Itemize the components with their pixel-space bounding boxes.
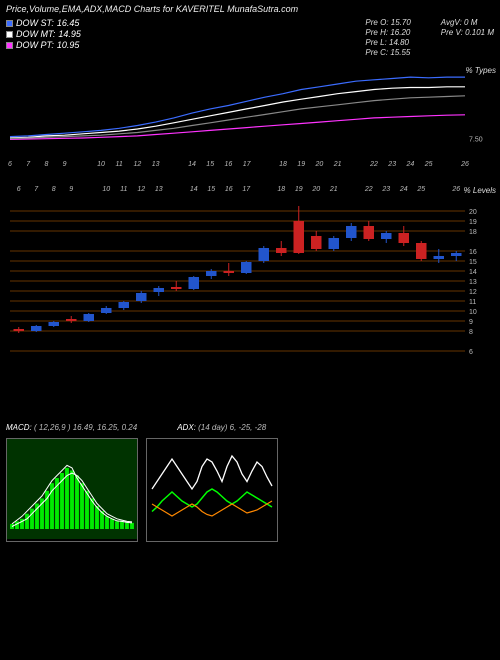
svg-text:12: 12 — [469, 289, 477, 296]
svg-text:19: 19 — [297, 161, 305, 168]
svg-text:13: 13 — [155, 186, 163, 193]
svg-text:14: 14 — [190, 186, 198, 193]
dow-stats: DOW ST: 16.45 DOW MT: 14.95 DOW PT: 10.9… — [6, 18, 81, 57]
svg-text:19: 19 — [295, 186, 303, 193]
macd-label: MACD: — [6, 423, 32, 432]
svg-text:26: 26 — [460, 161, 469, 168]
svg-text:18: 18 — [277, 186, 285, 193]
svg-text:18: 18 — [469, 229, 477, 236]
macd-label-group: MACD: ( 12,26,9 ) 16.49, 16.25, 0.24 — [6, 423, 137, 432]
svg-text:24: 24 — [399, 186, 408, 193]
svg-text:% Levels: % Levels — [464, 186, 496, 195]
candle-chart: 6 7 8 9 10 11 12 13 14 15 16 17 18 19 20 21 22 23 24 25 26 % … — [0, 181, 500, 371]
svg-text:7: 7 — [34, 186, 39, 193]
dow-mt-value: 14.95 — [58, 29, 81, 39]
svg-text:11: 11 — [116, 161, 123, 168]
macd-panel — [6, 438, 138, 542]
svg-text:10: 10 — [102, 186, 110, 193]
svg-text:16: 16 — [225, 186, 233, 193]
svg-text:% Types: % Types — [465, 66, 496, 75]
dow-pt: DOW PT: 10.95 — [6, 40, 81, 50]
svg-text:12: 12 — [137, 186, 145, 193]
svg-text:21: 21 — [333, 161, 342, 168]
page-title: Price,Volume,EMA,ADX,MACD Charts for KAV… — [6, 4, 494, 14]
svg-text:8: 8 — [469, 329, 473, 336]
dow-st-label: DOW ST: — [16, 18, 54, 28]
svg-text:10: 10 — [469, 309, 477, 316]
dow-st: DOW ST: 16.45 — [6, 18, 81, 28]
svg-text:12: 12 — [134, 161, 142, 168]
prev-avgv: AvgV: 0 M — [441, 18, 494, 27]
svg-text:16: 16 — [225, 161, 233, 168]
macd-params: ( 12,26,9 ) 16.49, 16.25, 0.24 — [34, 423, 137, 432]
svg-text:25: 25 — [424, 161, 433, 168]
svg-text:7: 7 — [26, 161, 31, 168]
adx-panel — [146, 438, 278, 542]
svg-text:8: 8 — [52, 186, 56, 193]
adx-label: ADX: — [177, 423, 196, 432]
svg-text:15: 15 — [207, 186, 215, 193]
svg-text:22: 22 — [364, 186, 373, 193]
svg-text:26: 26 — [451, 186, 460, 193]
svg-text:14: 14 — [469, 269, 477, 276]
prev-v: Pre V: 0.101 M — [441, 28, 494, 37]
svg-text:9: 9 — [469, 319, 473, 326]
swatch-pt — [6, 42, 13, 49]
adx-params: (14 day) 6, -25, -28 — [198, 423, 266, 432]
svg-text:13: 13 — [152, 161, 160, 168]
adx-label-group: ADX: (14 day) 6, -25, -28 — [177, 423, 266, 432]
prev-h: Pre H: 16.20 — [365, 28, 410, 37]
svg-text:14: 14 — [188, 161, 196, 168]
swatch-st — [6, 20, 13, 27]
svg-text:17: 17 — [242, 186, 251, 193]
svg-text:8: 8 — [44, 161, 48, 168]
dow-mt: DOW MT: 14.95 — [6, 29, 81, 39]
svg-text:11: 11 — [469, 299, 476, 306]
svg-text:23: 23 — [381, 186, 390, 193]
svg-text:20: 20 — [315, 161, 324, 168]
svg-text:24: 24 — [406, 161, 415, 168]
swatch-mt — [6, 31, 13, 38]
svg-text:11: 11 — [120, 186, 127, 193]
dow-st-value: 16.45 — [57, 18, 80, 28]
svg-text:10: 10 — [97, 161, 105, 168]
svg-text:9: 9 — [63, 161, 67, 168]
svg-text:6: 6 — [17, 186, 21, 193]
svg-text:13: 13 — [469, 279, 477, 286]
svg-text:7.50: 7.50 — [469, 137, 483, 144]
svg-text:9: 9 — [69, 186, 73, 193]
svg-text:23: 23 — [387, 161, 396, 168]
svg-text:16: 16 — [469, 249, 477, 256]
prev-o: Pre O: 15.70 — [365, 18, 410, 27]
svg-text:22: 22 — [369, 161, 378, 168]
indicator-row: MACD: ( 12,26,9 ) 16.49, 16.25, 0.24 ADX… — [0, 421, 500, 434]
svg-text:21: 21 — [329, 186, 338, 193]
dow-pt-label: DOW PT: — [16, 40, 54, 50]
ema-chart: 6 7 8 9 10 11 12 13 14 15 16 17 18 19 20 21 22 23 24 25 26 7.… — [0, 61, 500, 181]
svg-text:17: 17 — [243, 161, 252, 168]
prev-c: Pre C: 15.55 — [365, 48, 410, 57]
prev-l: Pre L: 14.80 — [365, 38, 410, 47]
svg-text:20: 20 — [469, 209, 477, 216]
svg-text:6: 6 — [8, 161, 12, 168]
svg-text:6: 6 — [469, 349, 473, 356]
svg-text:19: 19 — [469, 219, 477, 226]
svg-text:15: 15 — [206, 161, 214, 168]
prev-stats: Pre O: 15.70 Pre H: 16.20 Pre L: 14.80 P… — [365, 18, 494, 57]
dow-mt-label: DOW MT: — [16, 29, 55, 39]
svg-text:15: 15 — [469, 259, 477, 266]
svg-text:18: 18 — [279, 161, 287, 168]
svg-text:25: 25 — [416, 186, 425, 193]
spacer — [0, 371, 500, 421]
dow-pt-value: 10.95 — [57, 40, 80, 50]
svg-text:20: 20 — [311, 186, 320, 193]
